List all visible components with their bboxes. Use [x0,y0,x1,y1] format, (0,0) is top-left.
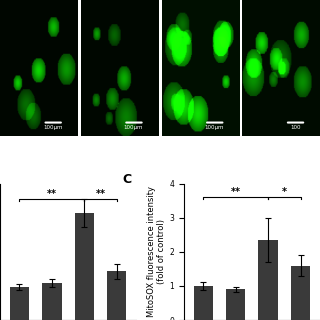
Text: **: ** [47,188,57,199]
Text: 100μm: 100μm [124,125,143,130]
Text: **: ** [95,188,106,199]
Y-axis label: MitoSOX fluorescence intensity
(fold of control): MitoSOX fluorescence intensity (fold of … [147,187,166,317]
Text: 100: 100 [290,125,300,130]
Text: **: ** [231,187,241,197]
Bar [226,289,245,320]
Bar [258,240,278,320]
Text: 100μm: 100μm [204,125,224,130]
Text: C: C [123,173,132,186]
Bar [75,213,94,320]
Bar [107,271,126,320]
Bar [291,266,310,320]
Bar [194,286,213,320]
Text: 100μm: 100μm [43,125,63,130]
Bar [42,283,62,320]
Bar [10,287,29,320]
Text: *: * [282,187,287,197]
